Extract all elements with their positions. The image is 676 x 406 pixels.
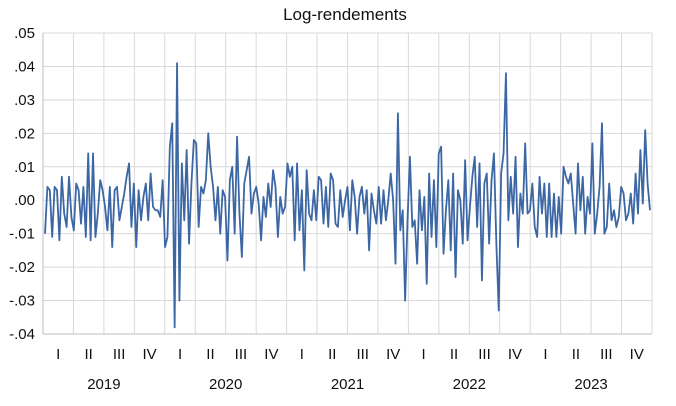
y-tick-label: .02 bbox=[14, 125, 35, 142]
y-tick-label: -.02 bbox=[9, 259, 35, 276]
x-tick-labels: I II III IV I II III IV I II III IV I II III IV I II III IV… bbox=[56, 346, 644, 393]
quarter-label: IV bbox=[386, 346, 400, 363]
year-label: 2022 bbox=[453, 376, 486, 393]
quarter-label: I bbox=[56, 346, 60, 363]
quarter-label: I bbox=[300, 346, 304, 363]
y-tick-label: .03 bbox=[14, 92, 35, 109]
quarter-label: II bbox=[328, 346, 336, 363]
y-tick-label: -.03 bbox=[9, 293, 35, 310]
quarter-label: II bbox=[206, 346, 214, 363]
y-tick-label: .01 bbox=[14, 159, 35, 176]
chart-title: Log-rendements bbox=[283, 5, 407, 24]
quarter-label: III bbox=[235, 346, 248, 363]
quarter-label: III bbox=[356, 346, 369, 363]
year-label: 2021 bbox=[331, 376, 364, 393]
quarter-label: III bbox=[600, 346, 613, 363]
series-line bbox=[44, 62, 651, 329]
y-tick-label: -.04 bbox=[9, 326, 35, 343]
quarter-label: IV bbox=[264, 346, 278, 363]
quarter-label: III bbox=[478, 346, 491, 363]
year-label: 2020 bbox=[209, 376, 242, 393]
y-tick-label: .04 bbox=[14, 58, 35, 75]
series-layer bbox=[44, 62, 651, 329]
quarter-label: II bbox=[85, 346, 93, 363]
y-tick-label: .00 bbox=[14, 192, 35, 209]
quarter-label: IV bbox=[630, 346, 644, 363]
quarter-label: I bbox=[543, 346, 547, 363]
y-tick-label: -.01 bbox=[9, 226, 35, 243]
quarter-label: II bbox=[572, 346, 580, 363]
quarter-label: I bbox=[422, 346, 426, 363]
y-tick-label: .05 bbox=[14, 25, 35, 42]
year-label: 2023 bbox=[574, 376, 607, 393]
axes bbox=[42, 33, 652, 335]
quarter-label: IV bbox=[508, 346, 522, 363]
year-label: 2019 bbox=[87, 376, 120, 393]
y-tick-labels: .05 .04 .03 .02 .01 .00 -.01 -.02 -.03 -.04 bbox=[9, 25, 35, 343]
quarter-label: II bbox=[450, 346, 458, 363]
quarter-label: III bbox=[113, 346, 126, 363]
quarter-label: I bbox=[178, 346, 182, 363]
quarter-label: IV bbox=[142, 346, 156, 363]
